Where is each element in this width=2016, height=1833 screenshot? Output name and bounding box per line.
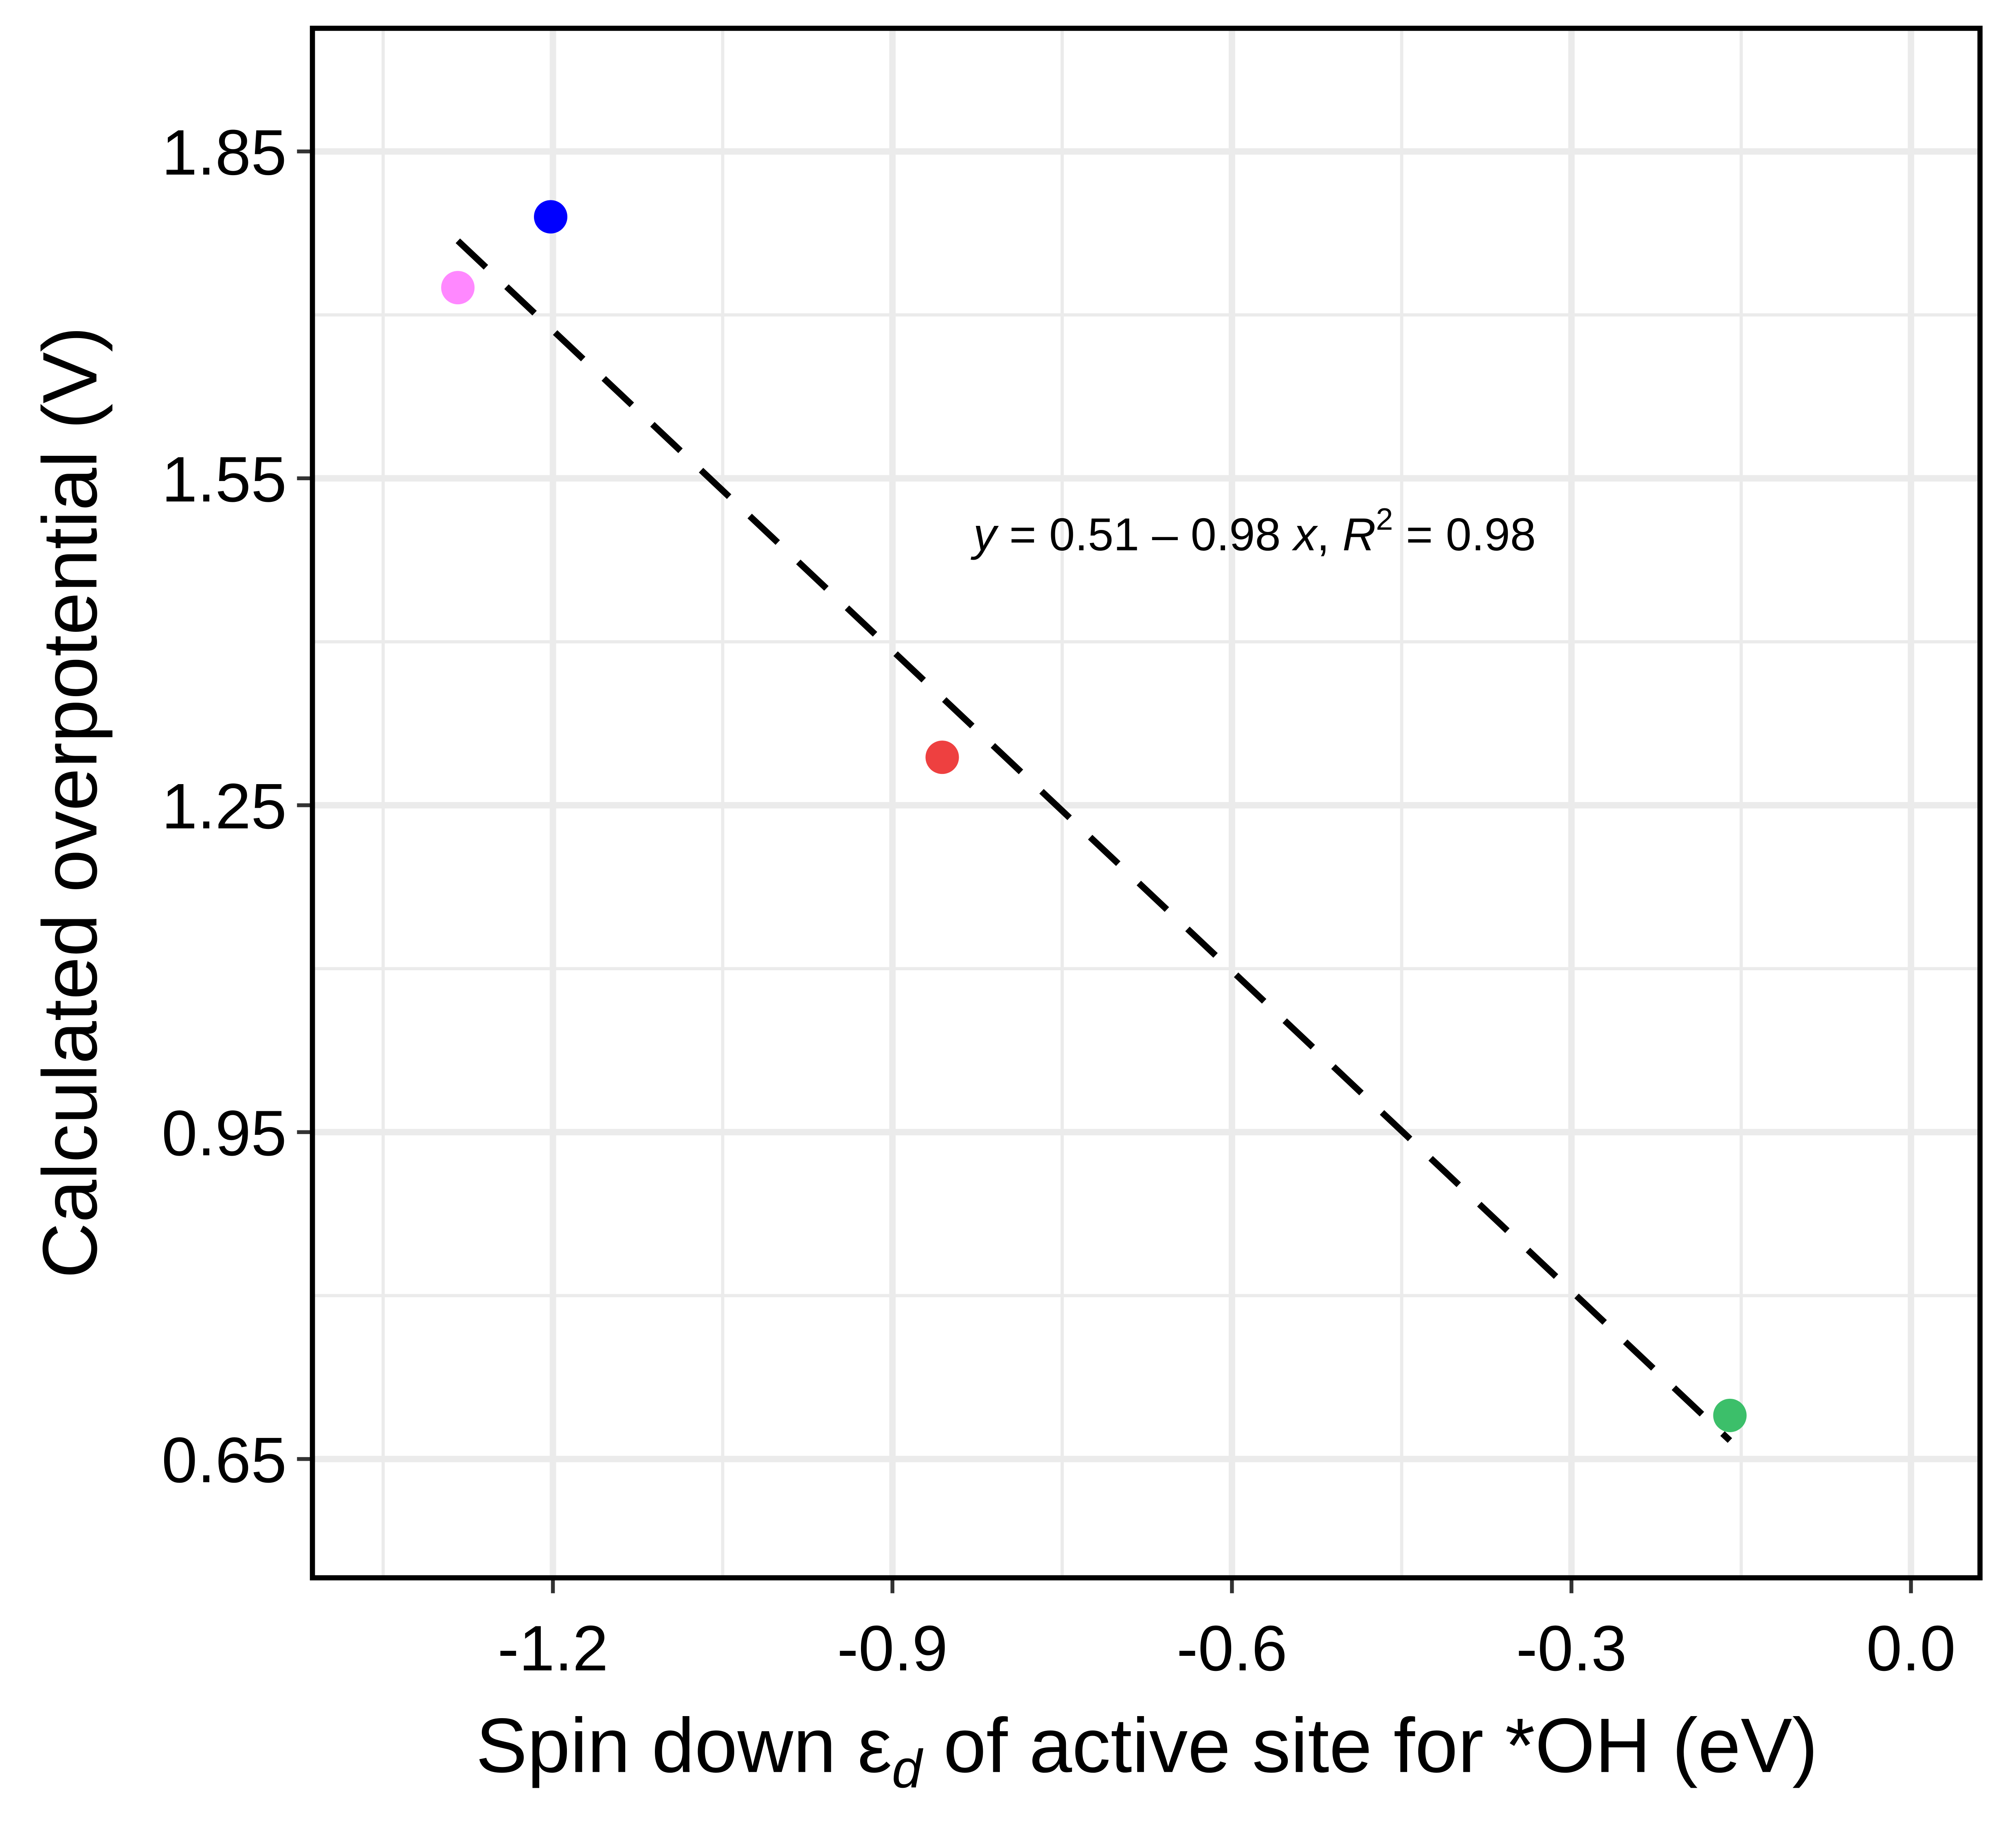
x-axis-label-part: of active site for *OH (eV) [922, 1703, 1818, 1789]
y-tick-label: 1.85 [162, 117, 287, 189]
plot-border [310, 26, 1983, 1580]
y-tick-label: 0.95 [162, 1097, 287, 1169]
point [534, 200, 568, 234]
x-axis-label: Spin down εd of active site for *OH (eV) [476, 1703, 1818, 1799]
x-tick-label: -0.3 [1516, 1613, 1627, 1684]
fit-line [455, 238, 1732, 1443]
y-tick-label: 1.55 [162, 444, 287, 515]
x-axis-label-sub: d [892, 1739, 924, 1799]
annotation-part: = 0.51 – 0.98 [997, 509, 1294, 560]
x-tick-label: -1.2 [498, 1613, 608, 1684]
point [441, 271, 475, 305]
x-tick-label: -0.9 [837, 1613, 948, 1684]
annotation-part: R [1342, 509, 1376, 560]
annotation-part: x [1291, 509, 1318, 560]
y-axis-label: Calculated overpotential (V) [27, 326, 113, 1278]
y-tick-label: 0.65 [162, 1424, 287, 1496]
annotation-part: y [971, 509, 999, 560]
y-tick-label: 1.25 [162, 771, 287, 842]
annotation-part: , [1317, 509, 1342, 560]
x-axis-label-part: Spin down ε [476, 1703, 892, 1789]
point [1713, 1398, 1747, 1432]
annotation-sup: 2 [1376, 502, 1393, 537]
point [925, 741, 959, 774]
x-tick-label: 0.0 [1866, 1613, 1955, 1684]
annotation-part: = 0.98 [1393, 509, 1536, 560]
annotation: y = 0.51 – 0.98 x, R2 = 0.98 [971, 502, 1536, 561]
x-tick-label: -0.6 [1177, 1613, 1287, 1684]
